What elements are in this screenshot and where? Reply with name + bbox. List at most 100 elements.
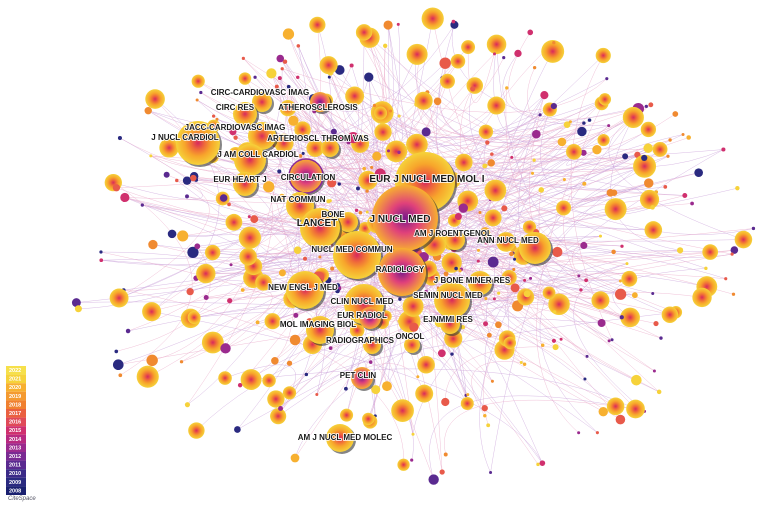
node <box>652 141 668 157</box>
node <box>622 153 629 160</box>
node <box>109 288 129 308</box>
node <box>238 72 252 85</box>
node <box>288 115 299 126</box>
node-label: AM J NUCL MED MOLEC <box>298 433 393 442</box>
node <box>270 408 287 425</box>
node <box>552 41 556 45</box>
node <box>159 137 179 158</box>
node <box>289 334 301 346</box>
node-label: ARTERIOSCL THROM VAS <box>267 134 369 143</box>
node <box>386 337 394 344</box>
node <box>179 360 184 364</box>
node <box>550 102 557 110</box>
node <box>625 262 629 266</box>
edge <box>476 139 671 182</box>
node <box>489 471 493 475</box>
node <box>490 152 494 156</box>
node <box>74 305 82 313</box>
node <box>321 139 339 157</box>
node <box>751 226 756 231</box>
node <box>194 243 201 250</box>
legend-swatch <box>6 486 26 495</box>
node <box>461 40 476 55</box>
node <box>458 203 468 213</box>
node <box>298 154 303 158</box>
edge <box>216 119 288 257</box>
edge <box>369 37 615 200</box>
node <box>595 431 599 435</box>
node <box>641 154 648 162</box>
node <box>330 128 337 135</box>
node <box>114 349 119 354</box>
node <box>552 310 557 314</box>
legend: 2022 2021 2020 2019 2018 2017 2016 2015 2014 2013… <box>6 366 26 495</box>
edge <box>539 245 598 433</box>
node <box>262 373 276 388</box>
node-label: CLIN NUCL MED <box>331 297 394 306</box>
node <box>496 232 516 252</box>
legend-year: 2011 <box>9 463 21 469</box>
node <box>362 412 375 426</box>
node-label: AM J ROENTGENOL <box>414 229 492 238</box>
node <box>204 244 221 261</box>
node <box>415 384 434 403</box>
node <box>372 103 377 108</box>
node <box>522 362 527 367</box>
node <box>301 151 305 155</box>
node <box>484 179 507 202</box>
node <box>386 149 390 153</box>
node <box>644 104 648 108</box>
node <box>618 279 622 283</box>
edge <box>612 268 706 318</box>
node <box>441 252 462 273</box>
node <box>125 328 131 334</box>
node <box>225 213 243 231</box>
node <box>621 270 638 287</box>
node <box>218 371 232 385</box>
node <box>458 269 462 273</box>
node <box>437 349 446 358</box>
edge <box>123 289 404 465</box>
node <box>607 339 611 343</box>
edge <box>247 152 346 286</box>
node <box>563 121 571 129</box>
node-label: NAT COMMUN <box>271 195 326 204</box>
node <box>71 298 81 308</box>
node <box>120 192 130 203</box>
node <box>501 205 508 212</box>
node <box>428 474 439 485</box>
node-label: ONCOL <box>396 332 425 341</box>
node <box>487 159 495 167</box>
node <box>112 184 121 192</box>
node <box>619 315 624 320</box>
edge <box>330 338 468 404</box>
node <box>378 248 426 296</box>
node <box>439 57 451 69</box>
node <box>286 84 291 89</box>
node <box>358 170 378 190</box>
edge <box>409 208 505 322</box>
node <box>315 392 319 396</box>
legend-swatch <box>6 383 26 392</box>
node <box>663 185 668 189</box>
edge <box>437 101 562 148</box>
legend-swatch <box>6 443 26 452</box>
node <box>383 20 393 30</box>
node <box>577 274 581 278</box>
node <box>142 302 162 322</box>
node <box>349 63 354 68</box>
node <box>466 77 484 94</box>
legend-year: 2014 <box>9 437 22 443</box>
node <box>579 288 583 292</box>
node <box>486 34 507 55</box>
edge <box>113 182 193 376</box>
node <box>595 47 611 64</box>
node <box>490 379 494 383</box>
legend-swatch <box>6 469 26 478</box>
node <box>497 291 501 295</box>
node <box>99 250 103 254</box>
node <box>396 22 400 26</box>
node <box>144 106 152 115</box>
node <box>476 259 480 263</box>
node <box>365 210 369 214</box>
